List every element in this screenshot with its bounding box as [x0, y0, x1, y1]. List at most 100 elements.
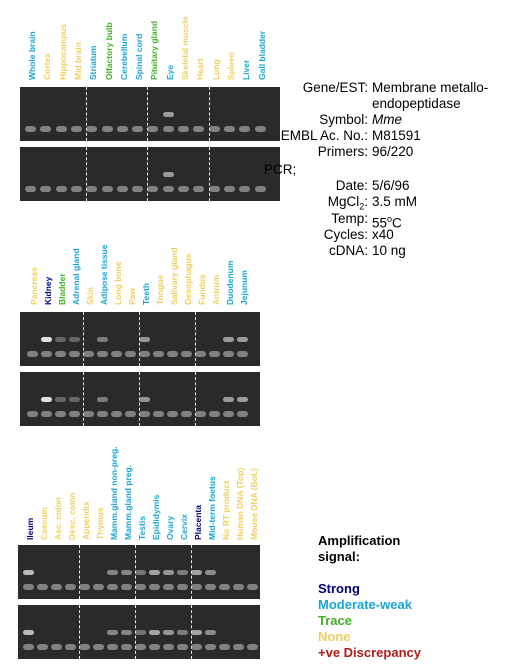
primer-band — [178, 186, 189, 192]
lane-label: Salivary gland — [169, 247, 179, 305]
lane-group-separator — [195, 372, 196, 426]
lane-label: Oesophagus — [183, 253, 193, 305]
product-band — [223, 397, 234, 402]
primer-band — [37, 644, 48, 650]
primer-band — [191, 644, 202, 650]
legend-discrepancy: +ve Discrepancy — [318, 645, 421, 660]
primer-band — [93, 584, 104, 590]
primer-band — [37, 584, 48, 590]
product-band — [107, 630, 118, 635]
product-band — [135, 630, 146, 635]
lane-group-separator — [86, 147, 88, 201]
primer-band — [41, 351, 52, 357]
product-band — [107, 570, 118, 575]
primer-band — [79, 584, 90, 590]
product-band — [163, 630, 174, 635]
primer-band — [193, 186, 205, 192]
lane-label: Caecum — [39, 506, 49, 540]
lane-label: Long bone — [113, 261, 123, 305]
primer-band — [97, 351, 108, 357]
primer-band — [181, 411, 192, 417]
product-band — [237, 337, 248, 342]
primer-band — [181, 351, 192, 357]
primer-band — [55, 126, 67, 132]
product-band — [55, 397, 66, 402]
gel-image-panel-3-bottom — [18, 605, 260, 659]
lane-label: Olfactory bulb — [103, 22, 114, 80]
product-band — [135, 570, 146, 575]
primer-band — [83, 411, 94, 417]
primer-band — [65, 584, 76, 590]
pcr-key: PCR; — [264, 162, 297, 177]
product-band — [162, 112, 174, 117]
primer-band — [111, 351, 122, 357]
lane-label: Teeth — [141, 282, 151, 305]
lane-label: Epididymis — [151, 494, 161, 540]
primer-band — [40, 186, 52, 192]
primer-band — [149, 644, 160, 650]
lane-label: Appendix — [81, 501, 91, 540]
primer-band — [208, 126, 220, 132]
legend-moderate: Moderate-weak — [318, 597, 412, 612]
product-band — [149, 570, 160, 575]
gel-image-panel-1-top — [20, 87, 280, 141]
primer-band — [208, 186, 220, 192]
lane-label: Testis — [137, 516, 147, 540]
temp-value: 55oC — [372, 211, 402, 232]
lane-label: Asc. colon — [53, 497, 63, 540]
lane-group-separator — [79, 545, 80, 599]
primer-band — [239, 126, 251, 132]
product-band — [177, 630, 188, 635]
gel-image-panel-2-top — [20, 312, 260, 366]
experiment-info: Gene/EST: Membrane metallo- endopeptidas… — [262, 80, 505, 280]
primer-band — [163, 644, 174, 650]
primer-band — [177, 644, 188, 650]
primer-band — [55, 186, 67, 192]
gene-value-line-2: endopeptidase — [372, 96, 461, 111]
primer-band — [209, 351, 220, 357]
mgcl-key: MgCl2: — [328, 194, 368, 215]
primer-band — [86, 186, 98, 192]
primer-band — [86, 126, 98, 132]
primer-band — [40, 126, 52, 132]
primer-band — [153, 411, 164, 417]
product-band — [23, 630, 34, 635]
primer-band — [69, 351, 80, 357]
primer-band — [195, 351, 206, 357]
legend-none: None — [318, 629, 351, 644]
symbol-key: Symbol: — [319, 112, 368, 127]
product-band — [177, 570, 188, 575]
product-band — [41, 397, 52, 402]
product-band — [23, 570, 34, 575]
lane-group-separator — [135, 545, 136, 599]
amplification-legend: Amplification signal: Strong Moderate-we… — [318, 533, 503, 661]
lane-label: Desc. colon — [67, 492, 77, 540]
primer-band — [223, 186, 235, 192]
product-band — [205, 570, 216, 575]
primer-band — [107, 584, 118, 590]
primer-band — [219, 644, 230, 650]
lane-label: Antrum — [211, 274, 221, 305]
gel-image-panel-1-bottom — [20, 147, 280, 201]
lane-label: Thymus — [95, 507, 105, 540]
primer-band — [162, 186, 174, 192]
product-band — [97, 337, 108, 342]
primer-band — [69, 411, 80, 417]
primer-band — [25, 126, 36, 132]
lane-label: Paw — [127, 287, 137, 305]
lane-label: Mamm.gland non-preg. — [109, 446, 119, 541]
date-key: Date: — [335, 178, 368, 193]
product-band — [139, 337, 150, 342]
lane-label: Gall bladder — [256, 30, 267, 80]
lane-label: Spleen — [225, 52, 236, 80]
primer-band — [116, 126, 128, 132]
lane-label: Placenta — [193, 505, 203, 540]
lane-group-separator — [147, 87, 149, 141]
lane-label: Skin — [85, 287, 95, 305]
primer-band — [83, 351, 94, 357]
lane-label: Liver — [241, 59, 252, 80]
primer-band — [121, 644, 132, 650]
primers-value: 96/220 — [372, 144, 414, 159]
product-band — [191, 630, 202, 635]
embl-key: EMBL Ac. No.: — [280, 128, 368, 143]
